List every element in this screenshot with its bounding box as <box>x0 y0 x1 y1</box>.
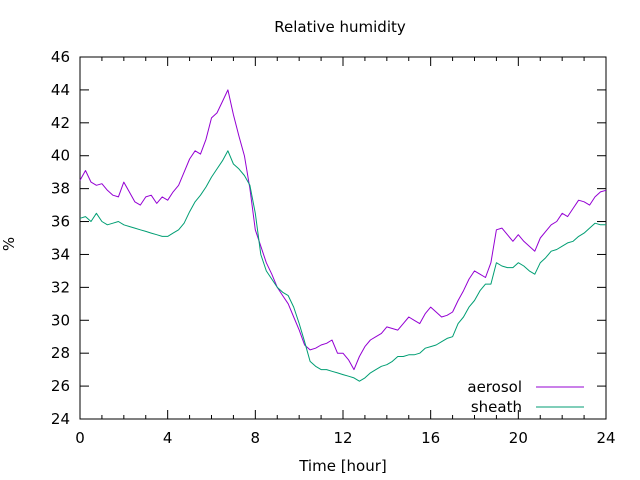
x-tick-label: 0 <box>75 429 85 447</box>
series-layer <box>79 89 607 382</box>
y-tick-label: 28 <box>51 344 70 362</box>
y-tick-label: 26 <box>51 377 70 395</box>
x-tick-label: 8 <box>251 429 261 447</box>
y-tick-label: 24 <box>51 410 70 428</box>
series-line-sheath <box>79 150 606 382</box>
axis-ticks: 0 4 8 12 16 20 24 24 26 28 30 32 34 36 38 40 42 44 46 <box>51 48 616 447</box>
y-tick-label: 30 <box>51 311 70 329</box>
y-tick-label: 40 <box>51 147 70 165</box>
y-axis-label: % <box>0 237 18 251</box>
plot-frame <box>79 56 607 420</box>
legend-label-sheath: sheath <box>471 398 522 416</box>
y-tick-label: 46 <box>51 48 70 66</box>
y-tick-label: 42 <box>51 114 70 132</box>
x-tick-label: 16 <box>421 429 440 447</box>
chart-title: Relative humidity <box>274 18 406 36</box>
x-tick-label: 24 <box>596 429 615 447</box>
legend-label-aerosol: aerosol <box>467 378 522 396</box>
y-tick-label: 36 <box>51 213 70 231</box>
y-tick-label: 44 <box>51 81 70 99</box>
x-tick-label: 12 <box>333 429 352 447</box>
legend: aerosol sheath <box>467 378 584 416</box>
x-tick-label: 4 <box>163 429 173 447</box>
y-tick-label: 32 <box>51 278 70 296</box>
y-tick-label: 38 <box>51 180 70 198</box>
x-axis-label: Time [hour] <box>298 457 387 475</box>
y-tick-label: 34 <box>51 245 70 263</box>
series-line-aerosol <box>79 89 607 371</box>
x-tick-label: 20 <box>509 429 528 447</box>
